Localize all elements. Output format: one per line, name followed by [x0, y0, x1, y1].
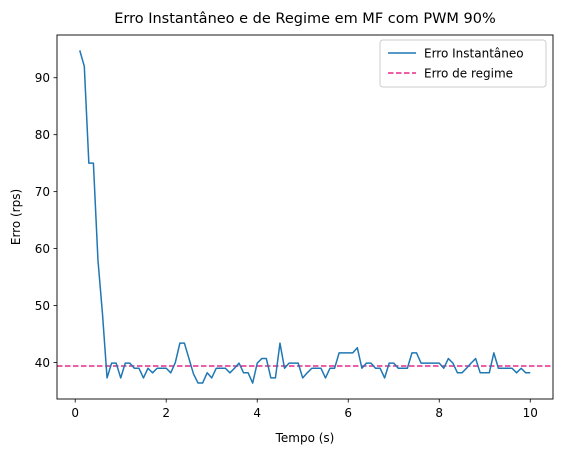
legend-box	[379, 39, 547, 88]
x-axis-label: Tempo (s)	[275, 431, 335, 445]
x-tick-label: 6	[344, 406, 352, 420]
x-tick-label: 8	[435, 406, 443, 420]
y-tick-label: 80	[35, 128, 50, 142]
legend-label-erro-instantaneo: Erro Instantâneo	[424, 46, 524, 60]
x-tick-label: 0	[71, 406, 79, 420]
y-tick-label: 40	[35, 356, 50, 370]
y-tick-label: 50	[35, 299, 50, 313]
x-tick-label: 4	[253, 406, 261, 420]
y-tick-label: 60	[35, 242, 50, 256]
plot-area	[57, 50, 553, 384]
x-tick-label: 10	[523, 406, 538, 420]
series-erro-instantaneo-line	[79, 50, 531, 384]
x-tick-label: 2	[162, 406, 170, 420]
legend: Erro Instantâneo Erro de regime	[379, 39, 547, 88]
y-axis: 40 50 60 70 80 90	[35, 71, 57, 370]
y-tick-label: 70	[35, 185, 50, 199]
y-tick-label: 90	[35, 71, 50, 85]
plot-frame	[56, 34, 554, 400]
chart-title: Erro Instantâneo e de Regime em MF com P…	[114, 11, 496, 27]
y-axis-label: Erro (rps)	[9, 189, 23, 245]
x-axis: 0 2 4 6 8 10	[71, 399, 538, 420]
legend-label-erro-de-regime: Erro de regime	[424, 66, 513, 80]
